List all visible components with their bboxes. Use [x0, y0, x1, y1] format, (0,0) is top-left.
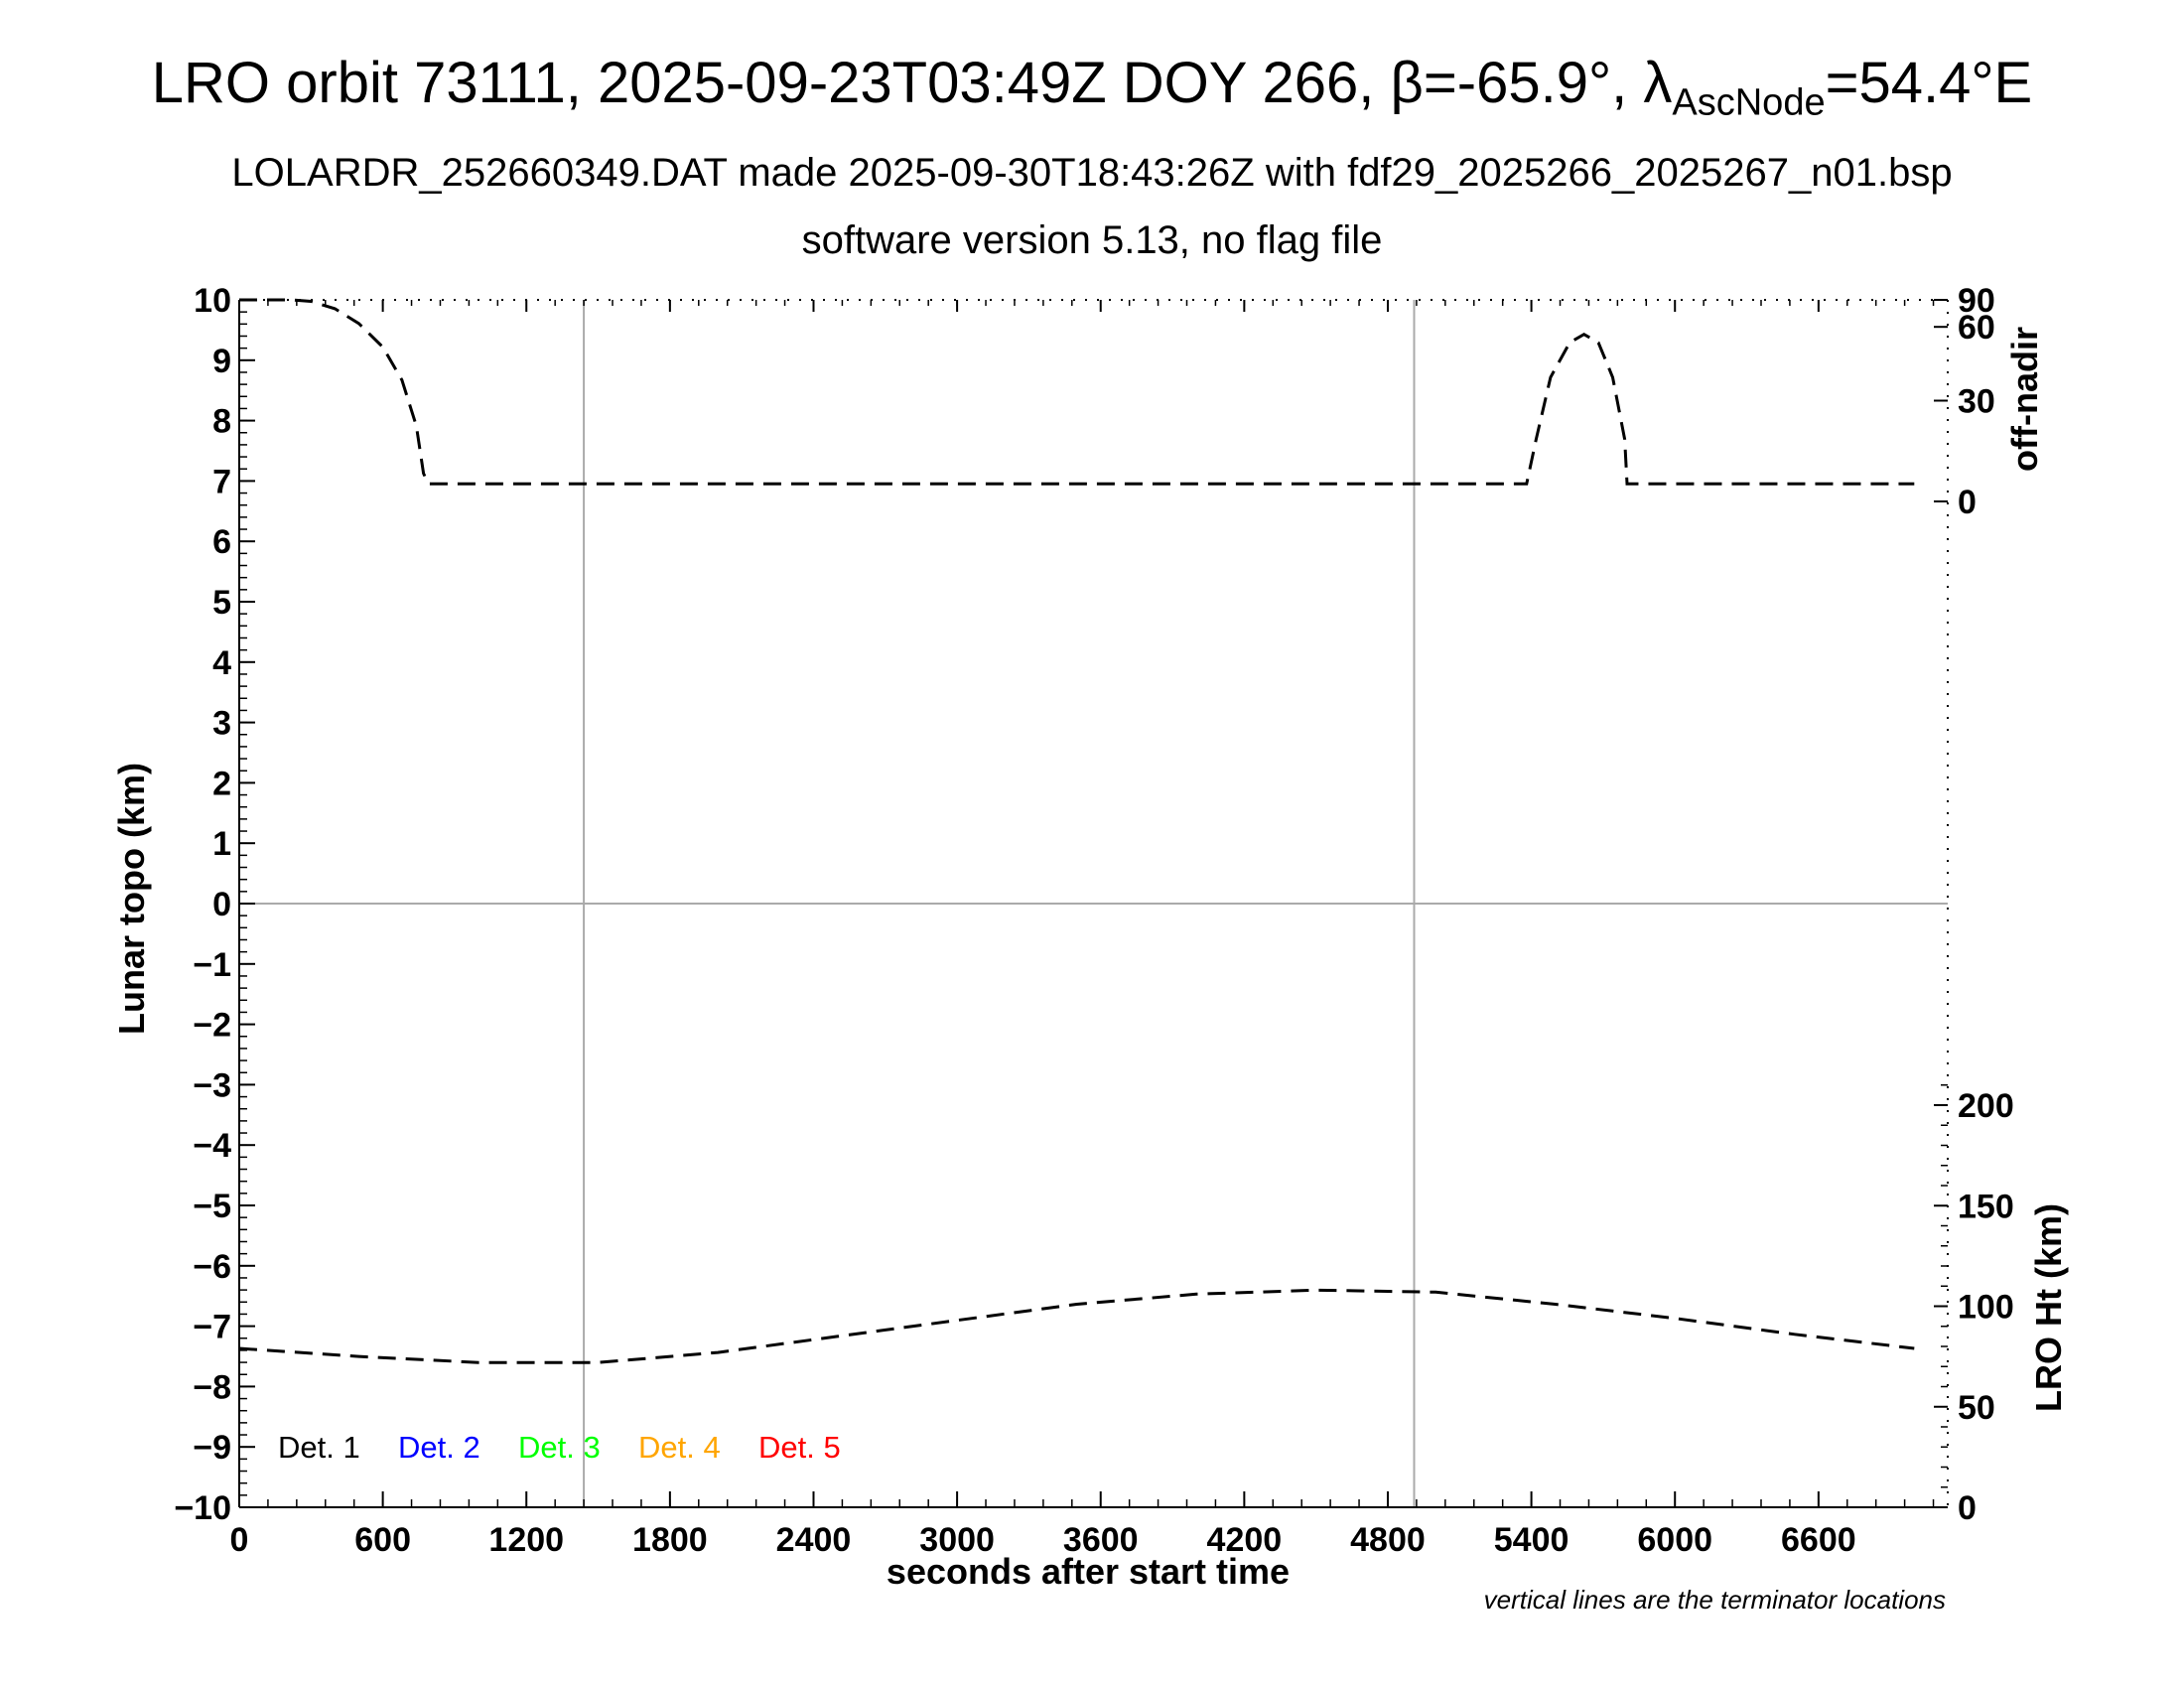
y-tick-label: 7	[212, 463, 231, 500]
y-tick-label: 2	[212, 765, 231, 802]
legend-item: Det. 3	[518, 1430, 601, 1465]
x-tick-label: 2400	[776, 1521, 852, 1559]
off-nadir-tick-label: 90	[1958, 282, 1995, 320]
title-text: LRO orbit 73111, 2025-09-23T03:49Z DOY 2…	[151, 51, 1391, 115]
x-tick-label: 3600	[1063, 1521, 1139, 1559]
x-tick-label: 1800	[632, 1521, 708, 1559]
y-axis-label: Lunar topo (km)	[111, 763, 152, 1035]
y-tick-label: −4	[193, 1127, 231, 1165]
lambda-subscript: AscNode	[1672, 81, 1826, 124]
y-tick-label: 0	[212, 886, 231, 923]
y-tick-label: −6	[193, 1248, 231, 1286]
x-axis-ticks: 0 600 1200 1800 2400 3000 3600 4200 4800 5400 6000…	[230, 300, 1856, 1559]
height-tick-label: 200	[1958, 1087, 2014, 1125]
height-tick-label: 0	[1958, 1489, 1977, 1527]
y-tick-label: 5	[212, 584, 231, 622]
data-series	[238, 298, 1915, 1364]
y-tick-label: −9	[193, 1429, 231, 1467]
y-tick-label: −5	[193, 1188, 231, 1225]
x-axis-label: seconds after start time	[887, 1551, 1290, 1592]
y-tick-label: 9	[212, 343, 231, 380]
legend-item: Det. 1	[278, 1430, 360, 1465]
x-tick-label: 600	[354, 1521, 411, 1559]
x-tick-label: 1200	[488, 1521, 564, 1559]
height-tick-label: 50	[1958, 1389, 1995, 1427]
terminator-lines	[583, 300, 1416, 1507]
x-tick-label: 5400	[1494, 1521, 1570, 1559]
height-axis-label: LRO Ht (km)	[2028, 1203, 2069, 1412]
y-tick-label: 8	[212, 403, 231, 441]
lambda-symbol: λ	[1643, 51, 1673, 115]
x-tick-label: 3000	[919, 1521, 995, 1559]
height-tick-label: 150	[1958, 1188, 2014, 1225]
x-tick-label: 6000	[1637, 1521, 1712, 1559]
off-nadir-tick-label: 0	[1958, 484, 1977, 521]
off-nadir-tick-label: 30	[1958, 383, 1995, 421]
lambda-value: =54.4°E	[1825, 51, 2033, 115]
y-tick-label: 6	[212, 523, 231, 561]
chart-subtitle: LOLARDR_252660349.DAT made 2025-09-30T18…	[231, 151, 1953, 195]
chart-title: LRO orbit 73111, 2025-09-23T03:49Z DOY 2…	[0, 50, 2184, 125]
y-tick-label: −3	[193, 1066, 231, 1104]
y-tick-label: 1	[212, 825, 231, 863]
x-tick-label: 4800	[1350, 1521, 1426, 1559]
y-tick-label: 3	[212, 705, 231, 743]
y-tick-label: −1	[193, 946, 231, 984]
legend-item: Det. 2	[398, 1430, 480, 1465]
legend: Det. 1 Det. 2 Det. 3 Det. 4 Det. 5	[278, 1430, 841, 1465]
y-tick-label: 4	[212, 644, 231, 682]
legend-item: Det. 5	[758, 1430, 841, 1465]
y-tick-label: −7	[193, 1309, 231, 1346]
x-tick-label: 0	[230, 1521, 249, 1559]
beta-value: =-65.9°,	[1423, 51, 1644, 115]
off-nadir-line	[239, 298, 1915, 486]
lro-height-line	[238, 1288, 1915, 1364]
y-tick-label: 10	[194, 282, 231, 320]
height-tick-label: 100	[1958, 1289, 2014, 1327]
x-tick-label: 4200	[1207, 1521, 1283, 1559]
legend-item: Det. 4	[638, 1430, 721, 1465]
chart-subtitle-2: software version 5.13, no flag file	[801, 218, 1383, 262]
beta-symbol: β	[1390, 51, 1424, 115]
y-tick-label: −10	[174, 1489, 231, 1527]
off-nadir-axis-label: off-nadir	[2004, 327, 2045, 472]
off-nadir-tick-label: 60	[1958, 309, 1995, 347]
y-tick-label: −8	[193, 1368, 231, 1406]
y-tick-label: −2	[193, 1007, 231, 1045]
terminator-note: vertical lines are the terminator locati…	[1484, 1585, 1946, 1615]
x-tick-label: 6600	[1781, 1521, 1856, 1559]
